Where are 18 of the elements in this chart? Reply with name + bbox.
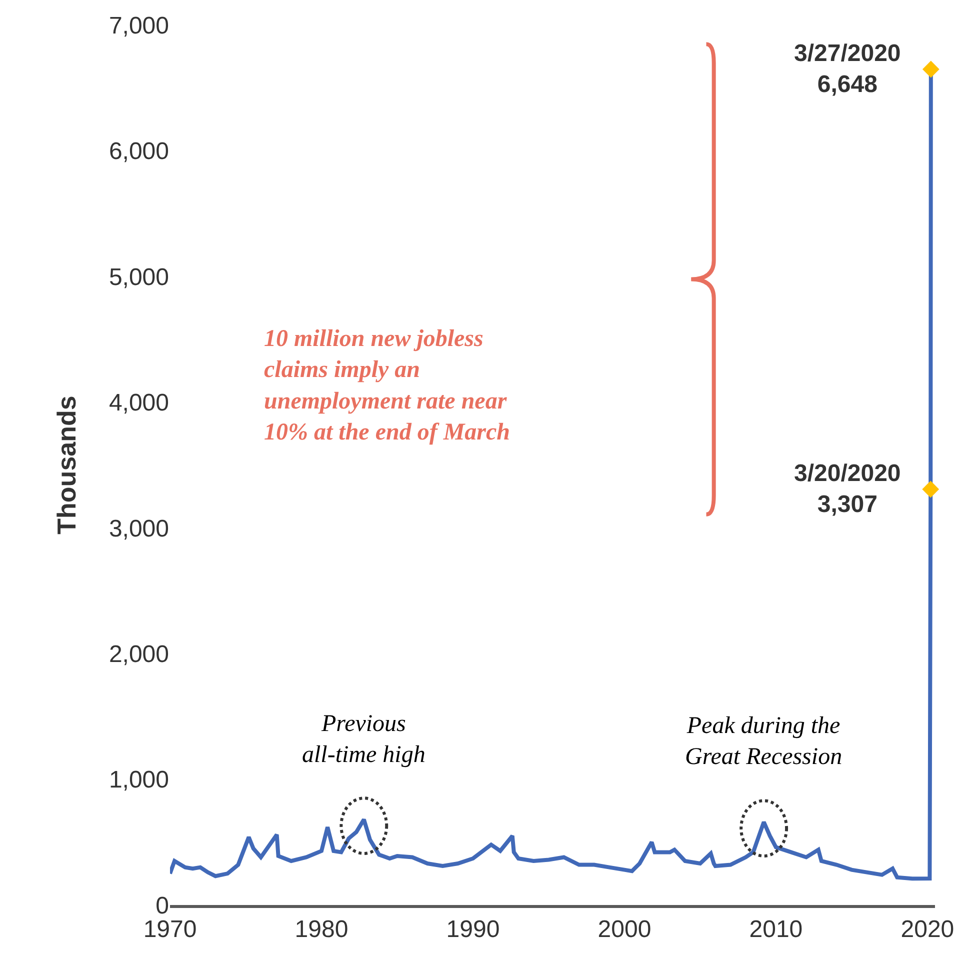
y-tick-label: 7,000 bbox=[108, 12, 169, 40]
y-tick-label: 5,000 bbox=[108, 264, 169, 291]
annotation: 10 million new jobless claims imply an unemployment rate near 10% at the end of March bbox=[264, 326, 510, 446]
y-tick-label: 1,000 bbox=[108, 766, 169, 794]
x-tick-label: 2020 bbox=[900, 916, 954, 943]
y-tick-label: 2,000 bbox=[108, 640, 169, 668]
annotation: 3/27/2020 6,648 bbox=[794, 40, 901, 98]
y-tick-label: 6,000 bbox=[108, 138, 169, 166]
annotation: 3/20/2020 3,307 bbox=[794, 460, 901, 518]
x-tick-label: 1980 bbox=[294, 916, 348, 943]
x-tick-label: 1990 bbox=[446, 916, 500, 943]
annotation: Previous all-time high bbox=[302, 711, 426, 768]
y-tick-label: 4,000 bbox=[108, 390, 169, 417]
annotation: Peak during the Great Recession bbox=[685, 713, 842, 770]
y-tick-label: 3,000 bbox=[108, 515, 169, 542]
y-axis-title: Thousands bbox=[51, 396, 82, 534]
x-tick-label: 2000 bbox=[598, 916, 652, 943]
x-tick-label: 2010 bbox=[749, 916, 803, 943]
